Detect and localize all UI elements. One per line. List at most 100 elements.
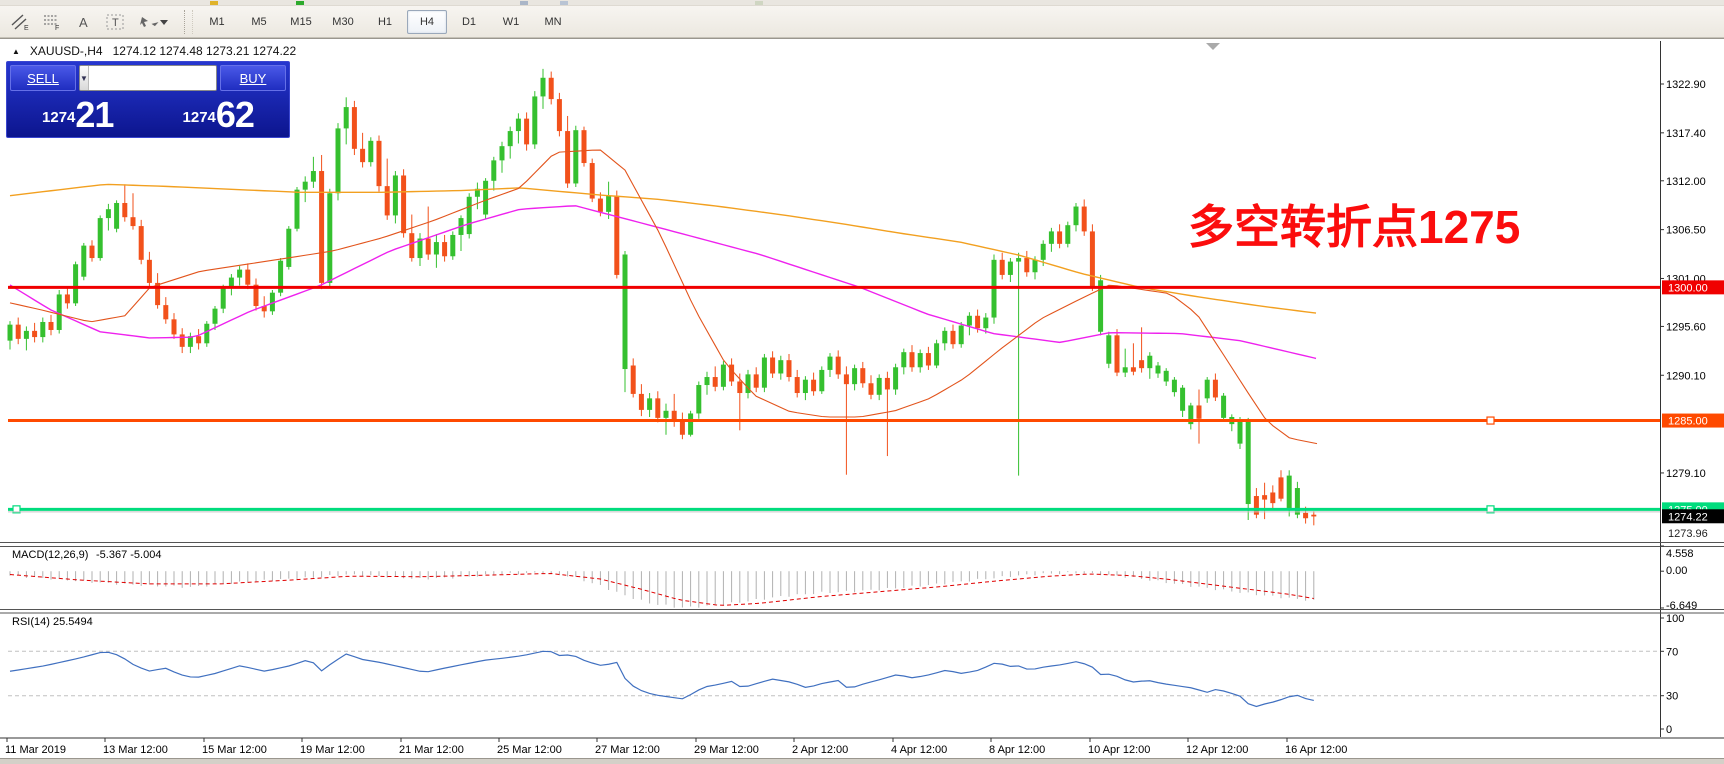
candle-body xyxy=(983,317,989,329)
candle-body xyxy=(917,353,923,368)
tf-button-m5[interactable]: M5 xyxy=(251,15,267,28)
time-axis-label: 8 Apr 12:00 xyxy=(989,744,1045,756)
candle-body xyxy=(893,367,899,390)
candle-body xyxy=(1122,367,1128,373)
candle-body xyxy=(1081,206,1087,232)
tf-button-mn[interactable]: MN xyxy=(544,15,562,28)
clipped-icon xyxy=(755,1,763,5)
time-axis-label: 21 Mar 12:00 xyxy=(399,744,464,756)
candle-body xyxy=(48,321,54,330)
tf-button-m15[interactable]: M15 xyxy=(290,15,312,28)
buy-button[interactable]: BUY xyxy=(220,65,286,91)
candle-body xyxy=(384,186,390,216)
candle-body xyxy=(130,217,136,227)
rsi-axis-tick: 30 xyxy=(1666,691,1678,703)
price-chart-canvas[interactable]: 1322.901317.401312.001306.501301.001295.… xyxy=(0,39,1724,764)
candle-body xyxy=(794,377,800,394)
candle-body xyxy=(212,308,218,324)
y-axis-tick: 1279.10 xyxy=(1666,468,1706,480)
time-axis-label: 15 Mar 12:00 xyxy=(202,744,267,756)
shift-marker-icon[interactable] xyxy=(1206,43,1220,50)
macd-axis-tick: 0.00 xyxy=(1666,565,1687,577)
text-box-icon[interactable]: T xyxy=(102,9,130,35)
volume-input[interactable] xyxy=(88,66,216,90)
y-axis-tick: 1295.60 xyxy=(1666,321,1706,333)
tf-button-w1[interactable]: W1 xyxy=(502,15,520,28)
candle-body xyxy=(310,171,316,182)
candle-body xyxy=(540,77,546,97)
time-axis-label: 12 Apr 12:00 xyxy=(1186,744,1248,756)
candle-body xyxy=(532,96,538,145)
candle-body xyxy=(737,381,743,394)
candle-body xyxy=(40,321,46,338)
medium-ma-line xyxy=(9,205,1317,360)
drawing-tools-group: E F A T xyxy=(0,9,174,35)
clipped-icon xyxy=(296,1,304,5)
y-axis-tick: 1312.00 xyxy=(1666,176,1706,188)
sell-button[interactable]: SELL xyxy=(10,65,76,91)
candle-body xyxy=(671,410,677,422)
candle-body xyxy=(228,277,234,288)
text-label-icon[interactable]: A xyxy=(70,9,98,35)
collapse-triangle-icon[interactable]: ▲ xyxy=(12,46,20,56)
hline-handle[interactable] xyxy=(1486,505,1495,514)
sell-quote[interactable]: 1274 21 xyxy=(10,93,146,135)
y-axis-tick: 1306.50 xyxy=(1666,225,1706,237)
candle-body xyxy=(688,413,694,435)
candle-body xyxy=(843,374,849,385)
candle-body xyxy=(1155,365,1161,374)
candle-body xyxy=(868,383,874,395)
candle-body xyxy=(237,269,243,278)
candle-body xyxy=(663,410,669,418)
candle-body xyxy=(433,242,439,255)
tf-button-h1[interactable]: H1 xyxy=(377,15,393,28)
candle-body xyxy=(425,238,431,255)
candle-body xyxy=(253,284,259,306)
candle-body xyxy=(1114,335,1120,373)
rsi-axis-tick: 70 xyxy=(1666,646,1678,658)
fibonacci-retracement-icon[interactable]: F xyxy=(38,9,66,35)
candle-body xyxy=(302,181,308,190)
candle-body xyxy=(909,352,915,368)
candle-body xyxy=(204,323,210,344)
candle-body xyxy=(286,228,292,267)
tf-button-m30[interactable]: M30 xyxy=(332,15,354,28)
equidistant-channel-icon[interactable]: E xyxy=(6,9,34,35)
candle-body xyxy=(1007,261,1013,275)
buy-quote[interactable]: 1274 62 xyxy=(151,93,287,135)
candle-body xyxy=(1311,514,1317,517)
candle-body xyxy=(1196,405,1202,419)
y-axis-tick: 1322.90 xyxy=(1666,79,1706,91)
candle-body xyxy=(114,202,120,229)
candle-body xyxy=(1163,370,1169,382)
candle-body xyxy=(1139,360,1145,369)
candle-body xyxy=(1180,387,1186,411)
candle-body xyxy=(614,195,620,275)
candle-body xyxy=(884,377,890,390)
candle-body xyxy=(319,171,325,283)
arrows-dropdown-icon[interactable] xyxy=(134,9,174,35)
time-axis-label: 11 Mar 2019 xyxy=(5,744,66,756)
macd-label: MACD(12,26,9) xyxy=(12,549,88,561)
candle-body xyxy=(999,259,1005,275)
y-axis-tick: 1317.40 xyxy=(1666,128,1706,140)
candle-body xyxy=(171,319,177,335)
candle-body xyxy=(1016,258,1022,262)
clipped-icon xyxy=(210,1,218,5)
candle-body xyxy=(294,189,300,229)
candle-body xyxy=(622,254,628,370)
buy-price-pips: 62 xyxy=(215,94,255,135)
rsi-axis-tick: 0 xyxy=(1666,724,1672,736)
tf-button-m1[interactable]: M1 xyxy=(209,15,225,28)
tf-button-d1[interactable]: D1 xyxy=(461,15,477,28)
candle-body xyxy=(442,242,448,257)
time-axis-label: 19 Mar 12:00 xyxy=(300,744,365,756)
candle-body xyxy=(942,330,948,344)
clipped-upper-toolbar xyxy=(0,0,1724,6)
volume-decrease-button[interactable]: ▼ xyxy=(80,66,89,90)
candle-body xyxy=(1204,379,1210,399)
tf-button-h4[interactable]: H4 xyxy=(407,9,447,34)
candle-body xyxy=(368,140,374,163)
hline-handle[interactable] xyxy=(12,505,21,514)
hline-handle[interactable] xyxy=(1486,416,1495,425)
